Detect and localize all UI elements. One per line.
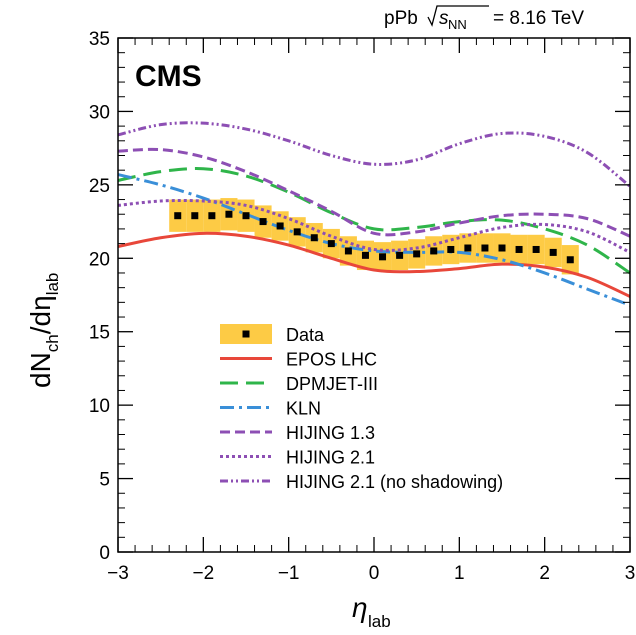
y-title-dn: dN [25,352,56,388]
data-point [310,234,318,242]
data-point [481,244,489,252]
data-point [225,210,233,218]
x-tick-label: −2 [192,563,214,584]
legend-label: HIJING 2.1 (no shadowing) [286,472,503,492]
series-line-4 [117,198,631,254]
series-line-5 [117,121,631,188]
y-tick-label: 35 [89,29,110,50]
series-line-0 [117,231,631,298]
data-point [498,244,506,252]
data-point [276,222,284,230]
plot-area [117,121,631,307]
y-title-lab: lab [43,273,62,296]
x-tick-label: 3 [625,563,636,584]
data-point [447,245,455,253]
system-label: pPb [384,8,418,29]
x-tick-label: 0 [369,563,380,584]
x-axis-symbol: η [352,592,368,623]
data-point [566,256,574,264]
legend-label: HIJING 1.3 [286,423,375,443]
data-point [174,212,182,220]
data-point [208,212,216,220]
legend: Data EPOS LHC DPMJET-III KLN HIJING 1.3 HIJIN… [220,324,503,492]
series-line-2 [117,173,631,307]
data-point [293,228,301,236]
nn-subscript: NN [448,17,467,32]
experiment-label: CMS [135,60,202,93]
sqrt-sign [427,5,489,27]
legend-label: KLN [286,399,321,419]
x-tick-label: 1 [454,563,465,584]
x-axis-subscript: lab [368,612,391,631]
x-axis-title: η lab [352,592,391,631]
legend-label: DPMJET-III [286,374,378,394]
series-line-1 [117,167,631,275]
s-symbol: s [439,8,449,29]
legend-label: EPOS LHC [286,350,377,370]
y-tick-label: 0 [99,543,110,564]
energy-label: pPb s NN = 8.16 TeV [384,5,584,32]
legend-label: Data [286,325,325,345]
data-point [259,218,267,226]
data-point [515,245,523,253]
legend-swatch-data-marker [242,330,250,338]
data-point [413,250,421,258]
data-point [327,240,335,248]
data-point [242,212,250,220]
y-tick-label: 5 [99,470,110,491]
data-point [191,212,199,220]
y-tick-label: 30 [89,102,110,123]
series-line-3 [117,147,631,238]
data-point [379,253,387,261]
data-point [361,251,369,259]
y-axis-title: dNch/dηlab [25,273,62,388]
y-tick-label: 20 [89,249,110,270]
data-point [430,247,438,255]
x-tick-label: −1 [278,563,300,584]
y-title-ch: ch [43,334,62,352]
y-tick-label: 25 [89,176,110,197]
data-point [396,251,404,259]
data-point [464,244,472,252]
energy-value: = 8.16 TeV [493,8,584,29]
svg-text:dNch/dηlab: dNch/dηlab [25,273,62,388]
y-tick-label: 15 [89,323,110,344]
data-point [532,245,540,253]
data-point [344,247,352,255]
x-tick-label: 2 [539,563,550,584]
x-tick-label: −3 [107,563,129,584]
y-tick-label: 10 [89,396,110,417]
y-title-deta: /dη [25,295,56,334]
legend-label: HIJING 2.1 [286,448,375,468]
data-point [549,248,557,256]
